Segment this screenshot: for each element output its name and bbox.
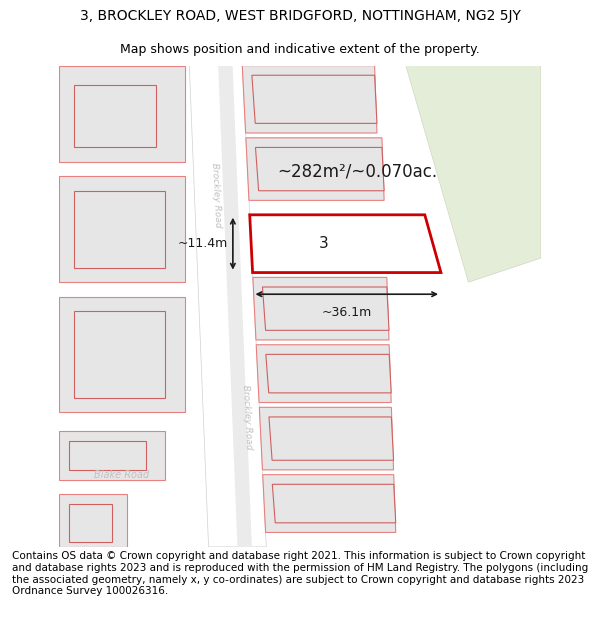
Polygon shape	[59, 494, 127, 547]
Text: Map shows position and indicative extent of the property.: Map shows position and indicative extent…	[120, 42, 480, 56]
Polygon shape	[69, 441, 146, 470]
Polygon shape	[74, 311, 165, 398]
Polygon shape	[259, 408, 394, 470]
Polygon shape	[266, 354, 391, 393]
Polygon shape	[74, 191, 165, 268]
Text: ~11.4m: ~11.4m	[178, 237, 228, 250]
Polygon shape	[59, 431, 165, 479]
Text: Brockley Road: Brockley Road	[209, 163, 222, 228]
Polygon shape	[218, 66, 252, 547]
Polygon shape	[74, 85, 155, 148]
Text: ~282m²/~0.070ac.: ~282m²/~0.070ac.	[278, 162, 438, 181]
Polygon shape	[256, 345, 391, 403]
Polygon shape	[406, 66, 541, 282]
Polygon shape	[250, 215, 441, 272]
Polygon shape	[190, 66, 266, 547]
Polygon shape	[253, 278, 389, 340]
Polygon shape	[69, 504, 112, 542]
Polygon shape	[269, 417, 394, 460]
Polygon shape	[252, 75, 377, 123]
Polygon shape	[256, 148, 384, 191]
Polygon shape	[59, 297, 185, 412]
Polygon shape	[59, 176, 185, 282]
Polygon shape	[246, 138, 384, 201]
Text: Blake Road: Blake Road	[94, 470, 149, 480]
Polygon shape	[242, 66, 377, 133]
Polygon shape	[263, 475, 396, 532]
Polygon shape	[272, 484, 396, 522]
Polygon shape	[262, 287, 389, 330]
Text: ~36.1m: ~36.1m	[322, 306, 372, 319]
Text: 3, BROCKLEY ROAD, WEST BRIDGFORD, NOTTINGHAM, NG2 5JY: 3, BROCKLEY ROAD, WEST BRIDGFORD, NOTTIN…	[80, 9, 520, 23]
Polygon shape	[59, 66, 185, 162]
Text: 3: 3	[319, 236, 329, 251]
Text: Contains OS data © Crown copyright and database right 2021. This information is : Contains OS data © Crown copyright and d…	[12, 551, 588, 596]
Text: Brockley Road: Brockley Road	[241, 384, 253, 449]
